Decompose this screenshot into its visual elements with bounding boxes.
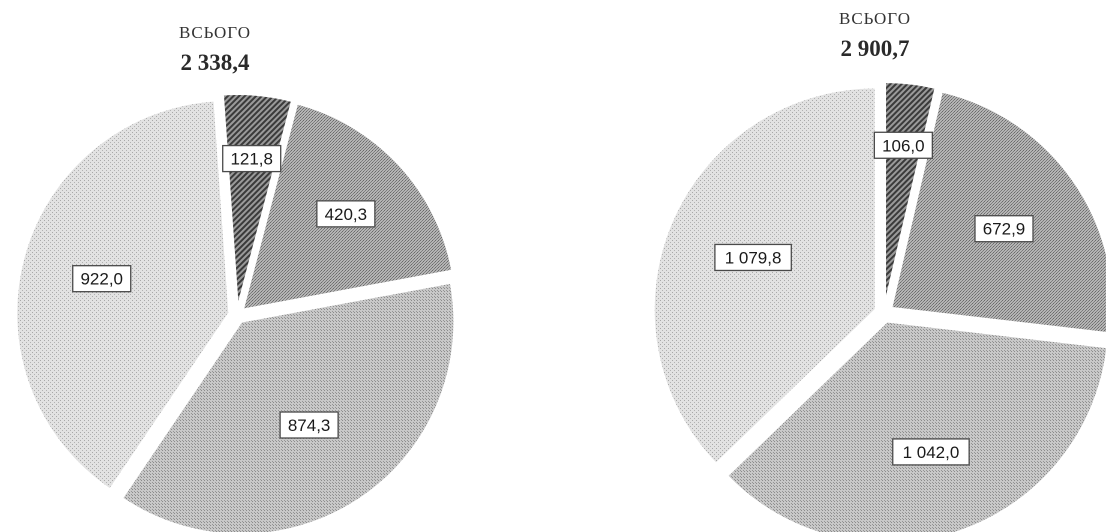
svg-text:1 079,8: 1 079,8: [725, 248, 782, 267]
pie-2-slices: [652, 81, 1106, 532]
svg-text:672,9: 672,9: [983, 220, 1026, 239]
pie-1-slice-4: [15, 99, 231, 491]
svg-text:420,3: 420,3: [325, 205, 368, 224]
pie-2-total-value: 2 900,7: [841, 36, 910, 61]
pie-1-data-labels: 121,8 420,3 874,3 922,0: [72, 144, 376, 439]
svg-text:874,3: 874,3: [288, 416, 331, 435]
pie-2-total-label: ВСЬОГО: [839, 9, 911, 28]
svg-text:1 042,0: 1 042,0: [903, 443, 960, 462]
svg-text:922,0: 922,0: [80, 270, 123, 289]
pie-2-slice-4: [652, 86, 877, 466]
pie-2-data-labels: 106,0 672,9 1 042,0 1 079,8: [714, 131, 1034, 466]
pie-1-data-label-2: 420,3: [316, 200, 376, 228]
pie-chart-2: ВСЬОГО 2 900,7 106,0 672,9 1 042,0 1 079,8: [652, 9, 1106, 532]
pie-2-slice-2: [890, 90, 1106, 334]
svg-text:121,8: 121,8: [230, 150, 273, 169]
pie-2-data-label-3: 1 042,0: [892, 438, 970, 466]
pie-1-data-label-1: 121,8: [222, 144, 282, 173]
pie-1-data-label-3: 874,3: [279, 411, 339, 439]
pie-2-data-label-4: 1 079,8: [714, 243, 792, 272]
pie-1-data-label-4: 922,0: [72, 265, 132, 293]
pie-chart-1: ВСЬОГО 2 338,4 121,8 420,3 874,3 922,0: [15, 23, 456, 532]
pie-2-data-label-1: 106,0: [873, 131, 933, 159]
pie-1-total-label: ВСЬОГО: [179, 23, 251, 42]
pie-1-slice-3: [120, 281, 456, 532]
svg-text:106,0: 106,0: [882, 136, 925, 155]
pie-2-data-label-2: 672,9: [974, 215, 1034, 243]
pie-1-total-value: 2 338,4: [181, 50, 251, 75]
